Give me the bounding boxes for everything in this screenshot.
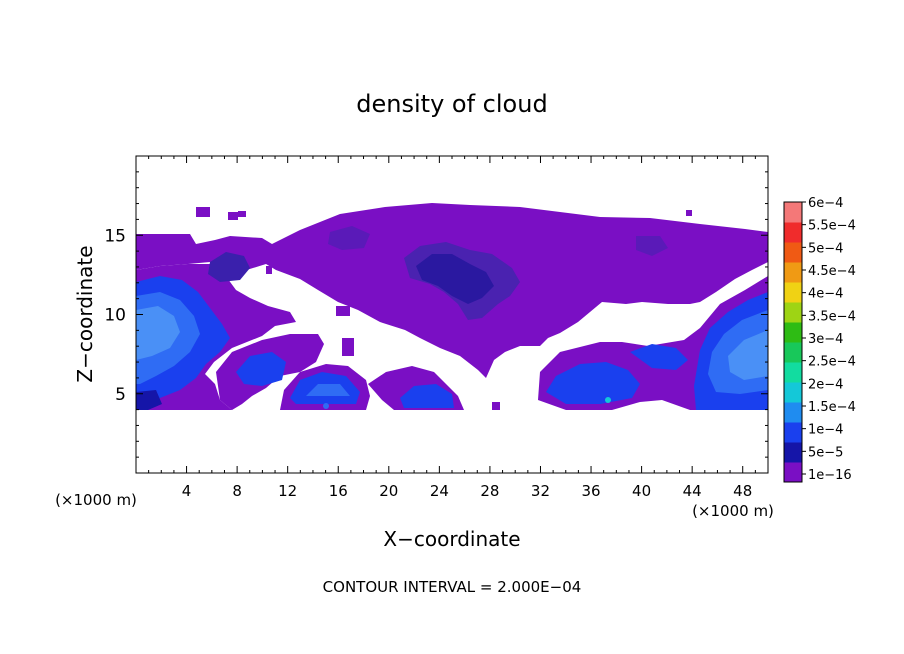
blue-blob-3 <box>400 384 454 408</box>
x-tick-label: 44 <box>683 482 702 500</box>
legend-swatch <box>784 442 802 463</box>
legend-swatch <box>784 402 802 423</box>
legend-swatch <box>784 382 802 403</box>
blue-speck <box>605 397 611 403</box>
x-tick-label: 32 <box>531 482 550 500</box>
blue-region-right-core <box>728 330 768 380</box>
cloud-core-upper-left <box>208 252 250 282</box>
legend-label: 4.5e−4 <box>808 264 856 279</box>
x-tick-label: 24 <box>430 482 449 500</box>
x-axis-label: X−coordinate <box>383 527 520 551</box>
x-tick-label: 16 <box>329 482 348 500</box>
legend-label: 4e−4 <box>808 287 843 302</box>
cloud-speck <box>492 402 500 410</box>
blue-blob-5 <box>630 344 688 370</box>
x-tick-label: 20 <box>379 482 398 500</box>
cloud-speck <box>266 266 272 274</box>
x-tick-label: 48 <box>733 482 752 500</box>
cloud-speck <box>342 338 354 356</box>
cloud-core-upper-mid <box>328 226 370 250</box>
y-axis-ticks: 5 10 15 <box>104 155 768 474</box>
x-tick-label: 8 <box>232 482 242 500</box>
y-tick-label: 5 <box>115 385 126 405</box>
legend-swatch <box>784 202 802 223</box>
legend-label: 2e−4 <box>808 377 843 392</box>
legend-label: 3.5e−4 <box>808 309 856 324</box>
blue-region-left-dark <box>136 390 162 410</box>
blue-speck <box>323 403 329 409</box>
legend-label: 1e−4 <box>808 423 843 438</box>
cloud-speck <box>228 212 238 220</box>
legend-swatch <box>784 362 802 383</box>
chart-title: density of cloud <box>356 90 547 118</box>
legend-swatch <box>784 282 802 303</box>
legend-label: 5.5e−4 <box>808 219 856 234</box>
x-unit-label-left: (×1000 m) <box>55 491 137 509</box>
legend-swatch <box>784 462 802 483</box>
legend-swatch <box>784 222 802 243</box>
contour-interval-note: CONTOUR INTERVAL = 2.000E−04 <box>323 578 582 596</box>
blue-region-left-core <box>136 306 180 360</box>
x-tick-label: 12 <box>278 482 297 500</box>
legend-swatch <box>784 342 802 363</box>
x-tick-label: 36 <box>581 482 600 500</box>
legend-label: 3e−4 <box>808 332 843 347</box>
y-tick-label: 10 <box>104 306 126 326</box>
cloud-speck <box>238 211 246 217</box>
legend-swatch <box>784 322 802 343</box>
x-tick-label: 40 <box>632 482 651 500</box>
y-axis-label: Z−coordinate <box>73 245 97 382</box>
legend-swatch <box>784 242 802 263</box>
legend-swatch <box>784 422 802 443</box>
cloud-speck <box>686 210 692 216</box>
cloud-speck <box>196 207 210 217</box>
x-unit-label-right: (×1000 m) <box>692 502 774 520</box>
x-axis-ticks: 4 8 12 16 20 24 28 32 36 40 44 48 <box>135 156 769 500</box>
cloud-core-center-dark <box>416 254 494 304</box>
x-tick-label: 28 <box>480 482 499 500</box>
blue-blob-2-inner <box>306 384 350 396</box>
legend-label: 5e−4 <box>808 241 843 256</box>
legend-swatch <box>784 262 802 283</box>
color-legend: 1e−16 5e−5 1e−4 1.5e−4 2e−4 2.5e−4 3e−4 3.5e−4 4… <box>783 196 856 483</box>
y-tick-label: 15 <box>104 226 126 246</box>
legend-label: 6e−4 <box>808 196 843 211</box>
contour-field <box>136 203 768 410</box>
x-tick-label: 4 <box>182 482 192 500</box>
legend-swatch <box>784 302 802 323</box>
legend-label: 2.5e−4 <box>808 355 856 370</box>
legend-frame <box>783 201 803 483</box>
legend-label: 1e−16 <box>808 468 852 483</box>
cloud-speck <box>336 306 350 316</box>
legend-label: 5e−5 <box>808 445 843 460</box>
legend-label: 1.5e−4 <box>808 400 856 415</box>
blue-blob-4 <box>546 362 640 404</box>
cloud-core-upper-right <box>636 236 668 256</box>
blue-blob-1 <box>236 352 286 386</box>
